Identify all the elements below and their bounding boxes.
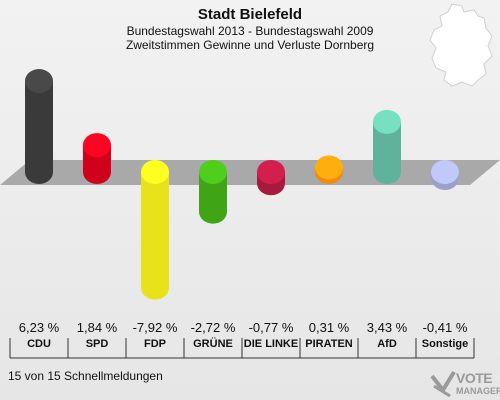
category-label: AfD	[377, 338, 397, 350]
value-label: 3,43 %	[366, 320, 408, 335]
value-label: -7,92 %	[132, 320, 178, 335]
bar-top-cap	[431, 160, 459, 184]
value-label: -0,41 %	[422, 320, 468, 335]
value-label: 0,31 %	[308, 320, 350, 335]
bar-body	[25, 81, 53, 172]
bar-spd	[83, 133, 111, 184]
category-axis	[9, 338, 475, 359]
bar-piraten	[315, 155, 343, 184]
value-label: -0,77 %	[248, 320, 294, 335]
value-label: 1,84 %	[76, 320, 118, 335]
category-label: FDP	[144, 338, 166, 350]
bar-bottom-cap	[141, 275, 169, 300]
bar-afd	[373, 109, 401, 184]
bar-top-cap	[373, 109, 401, 134]
value-label: 6,23 %	[18, 320, 60, 335]
bar-die-linke	[257, 160, 285, 196]
bar-series	[25, 69, 459, 300]
bar-bottom-cap	[199, 199, 227, 224]
bar-sonstige	[431, 160, 459, 190]
bar-top-cap	[315, 155, 343, 180]
logo-subtitle: MANAGER	[456, 386, 500, 396]
value-label: -2,72 %	[190, 320, 236, 335]
category-label: Sonstige	[421, 338, 469, 350]
bar-top-cap	[257, 160, 285, 184]
footer-status: 15 von 15 Schnellmeldungen	[8, 369, 163, 383]
chart-subtitle-2: Zweitstimmen Gewinne und Verluste Dornbe…	[125, 38, 375, 52]
bar-cdu	[25, 69, 53, 184]
vote-manager-logo-icon	[430, 370, 456, 398]
chart-title: Stadt Bielefeld	[197, 6, 303, 23]
category-label: PIRATEN	[305, 338, 353, 350]
germany-map-icon	[429, 3, 493, 87]
bar-top-cap	[199, 160, 227, 184]
bar-top-cap	[83, 133, 111, 158]
category-label: GRÜNE	[193, 338, 233, 350]
bar-grüne	[199, 160, 227, 224]
category-label: DIE LINKE	[243, 338, 299, 350]
bar-body	[141, 172, 169, 288]
logo-wordmark: VOTE	[456, 370, 493, 386]
chart-subtitle-1: Bundestagswahl 2013 - Bundestagswahl 200…	[126, 24, 374, 38]
category-label: CDU	[27, 338, 51, 350]
bar-bottom-cap	[83, 160, 111, 184]
bar-top-cap	[25, 69, 53, 94]
zero-plane	[0, 160, 500, 185]
bar-bottom-cap	[373, 160, 401, 184]
category-label: SPD	[85, 338, 109, 350]
bar-fdp	[141, 160, 169, 300]
bar-bottom-cap	[25, 160, 53, 184]
bar-top-cap	[141, 160, 169, 184]
